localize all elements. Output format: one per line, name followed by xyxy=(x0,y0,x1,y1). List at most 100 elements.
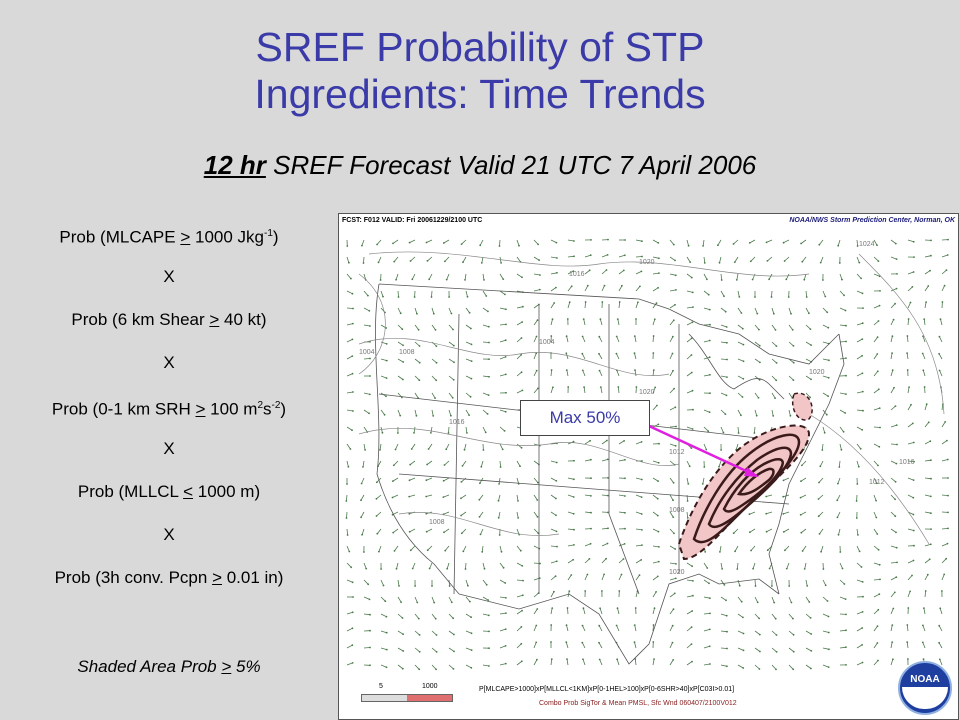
wind-vector xyxy=(754,324,760,330)
wind-vector-head xyxy=(708,582,710,585)
wind-vector-head xyxy=(369,613,371,616)
wind-vector-head xyxy=(658,442,660,445)
wind-vector xyxy=(873,426,881,428)
wind-vector-head xyxy=(487,325,490,328)
wind-vector-head xyxy=(555,241,558,244)
wind-vector xyxy=(805,664,812,669)
coastline-west xyxy=(375,283,460,595)
wind-vector-head xyxy=(740,414,742,417)
wind-vector-head xyxy=(845,629,847,632)
wind-vector-head xyxy=(702,245,704,247)
shaded-region-ne xyxy=(792,392,813,421)
wind-vector-head xyxy=(766,260,769,262)
wind-vector-head xyxy=(732,243,735,245)
wind-vector-head xyxy=(402,378,404,381)
wind-vector-head xyxy=(787,296,790,298)
wind-vector-head xyxy=(827,395,829,397)
wind-vector-head xyxy=(550,335,553,337)
wind-vector-head xyxy=(913,460,915,463)
wind-vector-head xyxy=(448,585,451,587)
wind-vector xyxy=(460,494,467,499)
wind-vector-head xyxy=(521,565,524,567)
wind-vector-head xyxy=(360,516,362,519)
wind-vector xyxy=(766,239,773,243)
wind-vector-head xyxy=(432,312,435,315)
wind-vector-head xyxy=(655,302,658,304)
wind-vector xyxy=(397,290,399,298)
wind-vector-head xyxy=(418,345,421,347)
wind-vector-head xyxy=(799,496,802,499)
wind-vector xyxy=(567,494,574,498)
wind-vector xyxy=(839,579,845,585)
wind-vector xyxy=(686,610,693,615)
wind-vector xyxy=(482,562,485,569)
wind-vector xyxy=(465,647,472,651)
wind-vector-head xyxy=(810,378,812,381)
wind-vector xyxy=(635,286,641,292)
wind-vector xyxy=(448,596,453,603)
wind-vector xyxy=(924,574,929,581)
wind-vector-head xyxy=(789,414,792,417)
wind-vector-head xyxy=(607,238,609,241)
wind-vector-head xyxy=(446,567,449,570)
wind-vector xyxy=(583,319,586,326)
wind-vector-head xyxy=(539,562,541,565)
wind-vector-head xyxy=(770,296,773,298)
wind-vector-head xyxy=(470,360,473,362)
wind-vector-head xyxy=(582,658,584,661)
wind-vector-head xyxy=(911,422,914,425)
wind-vector xyxy=(804,562,807,569)
forecast-map: 1016 1020 1024 1008 1004 1020 1012 1008 1016 1020… xyxy=(338,213,959,720)
wind-vector-head xyxy=(749,260,752,263)
isobar-labels: 1016102010241008100410201012100810161020… xyxy=(359,241,915,576)
wind-vector xyxy=(397,664,404,670)
wind-vector xyxy=(516,390,523,394)
wind-vector xyxy=(856,562,862,568)
wind-vector-head xyxy=(809,396,811,399)
wind-vector xyxy=(380,613,387,618)
wind-vector-head xyxy=(692,594,694,597)
wind-vector xyxy=(720,341,727,344)
wind-vector-head xyxy=(536,319,539,321)
wind-vector xyxy=(634,336,637,343)
wind-vector xyxy=(584,301,586,309)
wind-vector xyxy=(686,372,693,377)
wind-vector xyxy=(516,321,523,326)
wind-vector xyxy=(856,256,860,263)
wind-vector xyxy=(533,336,537,343)
wind-vector-head xyxy=(878,407,881,409)
wind-vector xyxy=(378,256,382,263)
wind-vector-head xyxy=(703,466,706,468)
wind-vector-head xyxy=(414,585,416,587)
wind-vector xyxy=(767,256,773,262)
wind-vector-head xyxy=(500,550,503,553)
wind-vector xyxy=(617,608,620,615)
wind-vector-head xyxy=(369,325,371,327)
wind-vector xyxy=(737,324,744,330)
wind-vector-head xyxy=(921,352,924,355)
wind-vector-head xyxy=(537,481,539,484)
wind-vector xyxy=(618,511,625,514)
wind-vector-head xyxy=(368,393,371,396)
wind-vector xyxy=(924,459,931,462)
wind-vector-head xyxy=(808,312,810,315)
wind-vector-head xyxy=(505,612,507,614)
callout-arrowhead xyxy=(744,467,759,477)
wind-vector-head xyxy=(486,413,489,415)
wind-vector xyxy=(498,477,501,484)
wind-vector-head xyxy=(749,531,751,534)
wind-vector xyxy=(720,579,725,586)
wind-vector-head xyxy=(862,595,864,598)
wind-vector xyxy=(448,613,454,619)
border-south xyxy=(458,573,780,665)
wind-vector xyxy=(380,579,384,586)
wind-vector xyxy=(703,340,710,343)
wind-vector xyxy=(601,459,608,462)
wind-vector xyxy=(652,239,659,244)
wind-vector-head xyxy=(640,496,643,498)
wind-vector xyxy=(805,630,812,635)
wind-vector-head xyxy=(754,585,757,587)
wind-vector-head xyxy=(536,499,539,501)
wind-vector xyxy=(376,528,382,534)
wind-vector xyxy=(443,239,450,244)
